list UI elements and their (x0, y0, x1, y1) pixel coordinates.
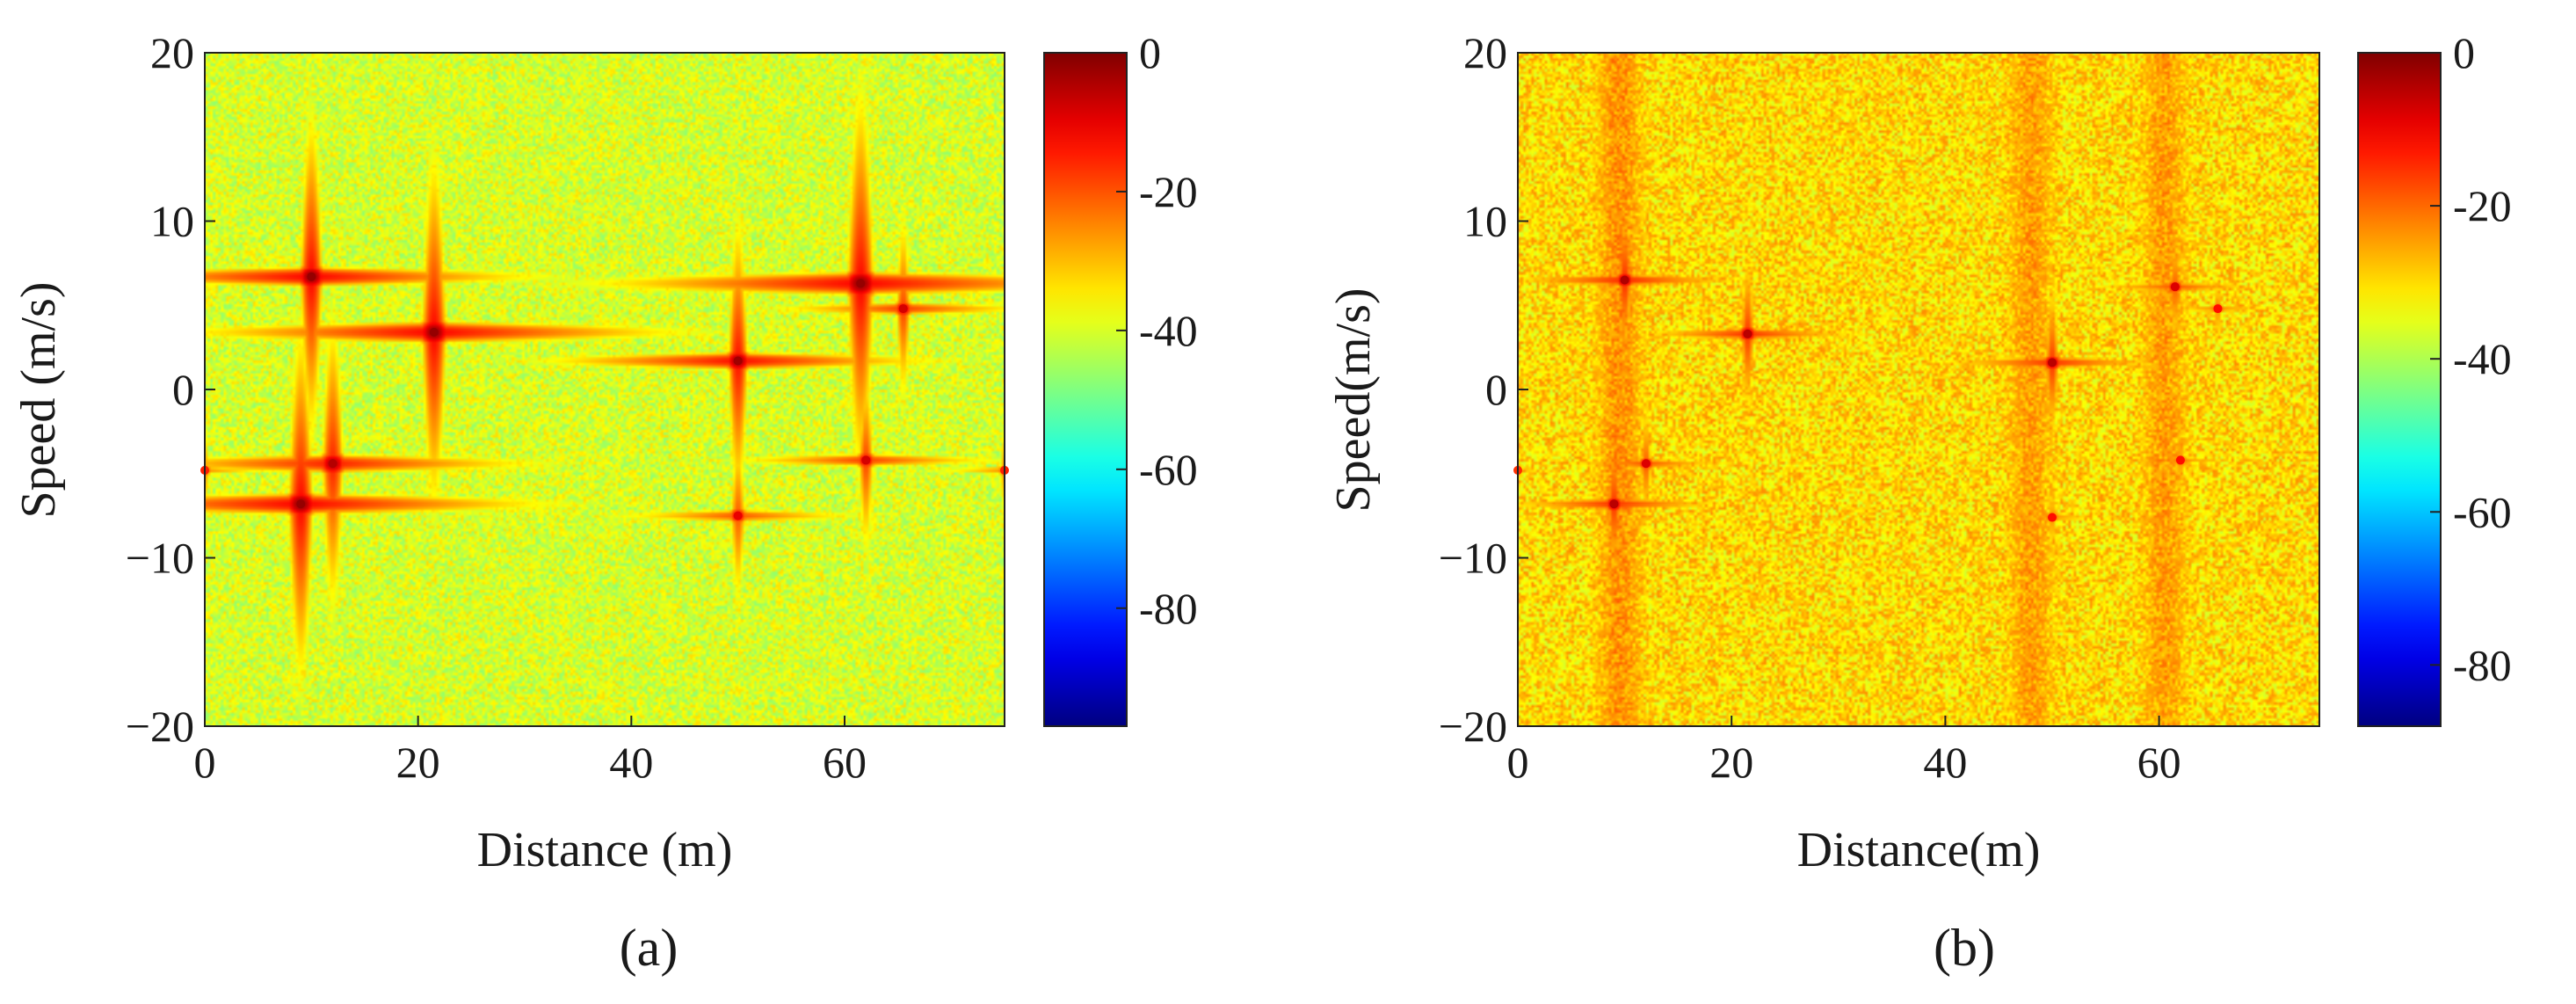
x-tick-label: 40 (1923, 738, 1967, 787)
target-peak (2213, 304, 2223, 314)
panel-a: Speed (m/s) Distance (m) (a) 0 20 40 60 −20 −… (11, 28, 1198, 977)
colorbar-tick-label: -80 (2453, 640, 2512, 689)
y-tick-label: 10 (150, 197, 194, 246)
target-peak (898, 304, 908, 314)
colorbar-tick-label: -60 (1139, 445, 1198, 494)
y-tick-label: −20 (1439, 702, 1507, 751)
target-peak (733, 356, 743, 366)
x-tick-label: 0 (1507, 738, 1529, 787)
heatmap-raster (1518, 53, 2319, 726)
x-tick-label: 60 (2137, 738, 2181, 787)
colorbar-tick-label: 0 (2453, 28, 2475, 77)
target-peak (2175, 455, 2185, 465)
colorbar-tick-label: -40 (1139, 306, 1198, 355)
panel-b: Speed(m/s) Distance(m) (b) 0 20 40 60 −20 −10… (1326, 28, 2512, 977)
y-tick-label: 0 (1485, 365, 1507, 414)
y-tick-label: 20 (1463, 28, 1507, 77)
target-peak (2048, 358, 2057, 367)
x-axis-title: Distance (m) (477, 823, 733, 877)
target-peak (1609, 499, 1619, 509)
x-tick-label: 60 (823, 738, 867, 787)
y-tick-label: 20 (150, 28, 194, 77)
target-peak (2048, 513, 2057, 522)
target-peak (856, 279, 866, 288)
x-tick-label: 40 (609, 738, 653, 787)
target-peak (328, 459, 337, 469)
target-peak (1743, 329, 1752, 338)
colorbar-tick-label: -80 (1139, 584, 1198, 633)
target-peak (2170, 282, 2180, 292)
y-tick-label: −20 (126, 702, 194, 751)
y-tick-label: 0 (172, 365, 194, 414)
y-tick-label: −10 (1439, 534, 1507, 583)
colorbar-tick-label: -40 (2453, 334, 2512, 383)
y-tick-label: 10 (1463, 197, 1507, 246)
colorbar (1043, 52, 1128, 727)
colorbar-tick-label: 0 (1139, 28, 1161, 77)
target-peak (733, 511, 743, 520)
target-peak (307, 272, 316, 281)
panel-label: (a) (620, 919, 678, 977)
colorbar-tick-label: -20 (1139, 167, 1198, 216)
y-tick-label: −10 (126, 534, 194, 583)
target-peak (1641, 459, 1651, 469)
colorbar-tick-label: -60 (2453, 487, 2512, 536)
x-tick-label: 20 (1709, 738, 1753, 787)
target-peak (296, 499, 306, 509)
panel-label: (b) (1934, 919, 1995, 977)
target-peak (1620, 275, 1629, 285)
heatmap-raster (205, 53, 1005, 726)
x-tick-label: 0 (194, 738, 216, 787)
x-axis-title: Distance(m) (1797, 823, 2041, 877)
colorbar-tick-label: -20 (2453, 181, 2512, 230)
y-axis-title: Speed (m/s) (11, 281, 66, 518)
target-peak (429, 327, 439, 337)
y-axis-title: Speed(m/s) (1326, 287, 1381, 512)
target-peak (861, 455, 871, 465)
x-tick-label: 20 (396, 738, 440, 787)
colorbar (2357, 52, 2442, 727)
